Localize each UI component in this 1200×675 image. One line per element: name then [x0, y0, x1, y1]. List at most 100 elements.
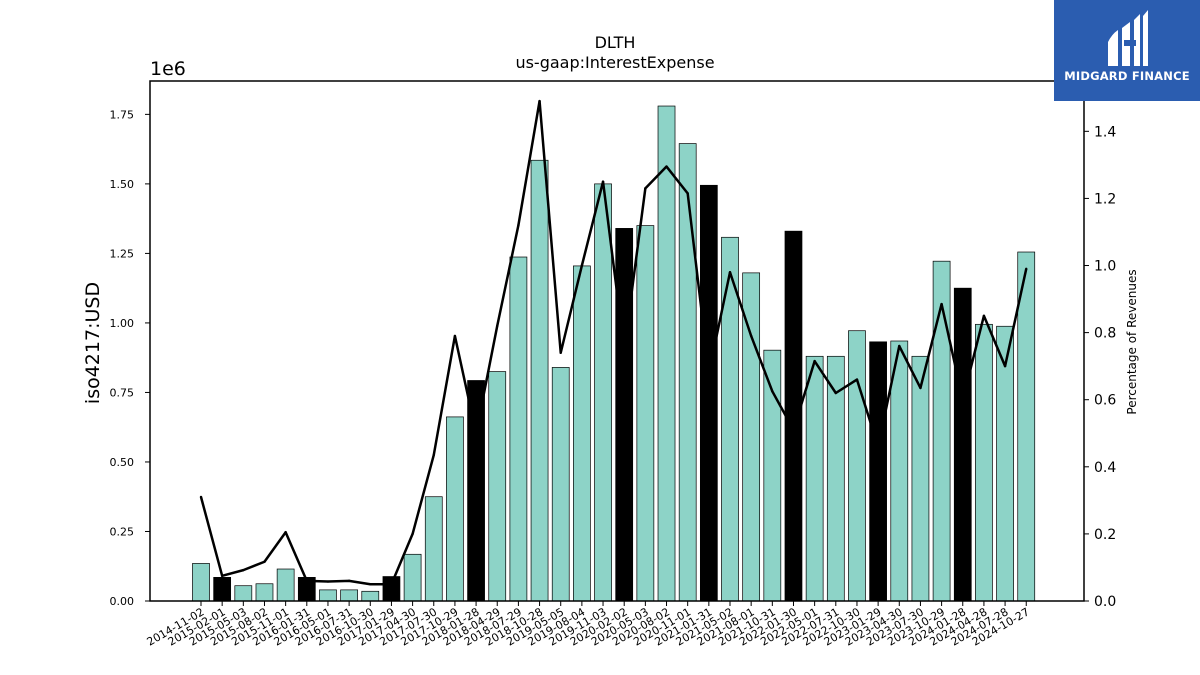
line-point-2020-08-02	[665, 165, 668, 168]
bar-2015-05-03	[234, 585, 253, 602]
y-tick-label: 0.25	[110, 525, 135, 538]
y-tick-label: 0.75	[110, 386, 135, 399]
line-point-2016-01-31	[305, 579, 308, 583]
line-point-2022-05-01	[813, 359, 816, 363]
bar-2016-05-01	[319, 589, 337, 602]
y-multiplier-label: 1e6	[150, 58, 186, 80]
y2-tick-label: 1.4	[1094, 124, 1116, 140]
line-percentage-of-revenues	[199, 99, 1028, 586]
line-point-2015-05-03	[242, 568, 245, 572]
bar-2020-08-02	[657, 105, 676, 602]
y2-tick-label: 0.2	[1094, 527, 1116, 543]
brand-name: MIDGARD FINANCE	[1064, 69, 1190, 83]
line-point-2017-07-30	[432, 453, 435, 457]
bar-2022-05-01	[805, 355, 824, 602]
line-point-2024-10-27	[1025, 267, 1028, 271]
bar-2024-07-28	[996, 325, 1014, 602]
y2-tick-label: 1.0	[1094, 259, 1116, 275]
bar-2024-04-28	[975, 323, 993, 602]
chart-title: DLTH	[595, 33, 636, 52]
bar-2019-11-03	[594, 183, 612, 602]
bar-2023-10-29	[932, 260, 951, 602]
bar-2020-11-01	[678, 143, 697, 602]
bar-2021-01-31	[699, 184, 718, 602]
line-point-2019-08-04	[580, 264, 584, 267]
y2-tick-label: 0.6	[1094, 393, 1116, 409]
line-point-2022-01-30	[792, 428, 795, 432]
bar-2017-07-30	[424, 496, 443, 602]
line-point-2023-04-30	[898, 344, 901, 348]
line-point-2021-10-31	[771, 390, 774, 393]
bar-2016-07-31	[340, 589, 358, 602]
line-point-2020-02-02	[623, 348, 626, 351]
y2-tick-label: 0.8	[1094, 326, 1116, 342]
line-point-2023-07-30	[919, 386, 922, 390]
plot-frame	[149, 80, 1085, 602]
line-point-2022-07-31	[834, 391, 837, 395]
line-point-2024-01-28	[961, 398, 964, 401]
y2-tick-label: 0.4	[1094, 460, 1116, 476]
bar-2018-07-29	[509, 256, 528, 602]
bar-2023-01-29	[869, 341, 887, 602]
bar-2017-04-30	[403, 553, 422, 602]
bar-2018-10-28	[530, 159, 549, 602]
line-point-2020-05-03	[644, 187, 647, 190]
bar-2024-10-27	[1017, 251, 1036, 602]
line-point-2016-05-01	[326, 580, 330, 583]
line-point-2019-11-03	[601, 180, 605, 183]
y-tick-label: 1.75	[110, 108, 135, 121]
line-point-2023-10-29	[940, 302, 943, 306]
bar-2021-10-31	[763, 349, 782, 602]
line-point-2022-10-30	[855, 378, 859, 381]
y2-tick-label: 0.0	[1094, 594, 1116, 610]
bar-2014-11-02	[192, 563, 210, 602]
line-point-2019-05-05	[559, 351, 562, 354]
line-point-2016-10-30	[369, 583, 372, 586]
bar-2021-08-01	[742, 272, 761, 602]
line-point-2017-10-29	[453, 334, 457, 338]
y-tick-label: 0.50	[110, 456, 135, 469]
brand-logo: MIDGARD FINANCE	[1054, 0, 1200, 101]
y-tick-label: 1.50	[110, 178, 135, 191]
y-axis-label: iso4217:USD	[82, 282, 104, 404]
line-point-2015-11-01	[284, 531, 287, 534]
line-point-2021-01-31	[707, 371, 711, 375]
y2-tick-label: 1.2	[1094, 191, 1116, 207]
bar-2024-01-28	[953, 287, 972, 602]
bar-2017-10-29	[446, 416, 464, 602]
bar-2018-01-28	[467, 380, 485, 602]
bar-2019-05-05	[551, 367, 570, 602]
y-tick-label: 1.25	[110, 247, 135, 260]
y-tick-label: 0.00	[110, 595, 135, 608]
midgard-logo-icon	[1108, 10, 1148, 66]
bar-2022-01-30	[784, 230, 803, 602]
line-point-2015-02-01	[220, 574, 224, 578]
bar-2015-02-01	[213, 577, 232, 602]
line-point-2017-01-29	[390, 583, 393, 586]
bar-2015-11-01	[276, 568, 295, 602]
bar-2018-04-29	[488, 371, 507, 602]
bar-2020-02-02	[615, 228, 634, 602]
line-point-2014-11-02	[199, 495, 203, 499]
line-point-2021-05-02	[728, 271, 732, 274]
line-point-2015-08-02	[263, 560, 266, 563]
line-point-2018-07-29	[517, 224, 520, 227]
line-point-2020-11-01	[686, 192, 689, 195]
bar-2015-08-02	[255, 583, 274, 602]
bar-2017-01-29	[382, 576, 401, 602]
bar-2020-05-03	[636, 225, 655, 602]
line-point-2023-01-29	[876, 445, 880, 448]
line-point-2017-04-30	[411, 532, 414, 536]
bar-2022-10-30	[848, 330, 866, 602]
line-point-2018-04-29	[496, 324, 499, 328]
bar-2019-08-04	[573, 265, 591, 602]
y2-axis-label: Percentage of Revenues	[1125, 269, 1139, 414]
bar-2023-07-30	[911, 355, 930, 602]
line-point-2024-07-28	[1003, 364, 1007, 368]
chart-subtitle: us-gaap:InterestExpense	[515, 53, 714, 72]
line-point-2018-01-28	[474, 432, 478, 435]
line-point-2016-07-31	[347, 579, 351, 583]
line-point-2018-10-28	[538, 99, 541, 103]
bar-2016-10-30	[361, 590, 380, 602]
